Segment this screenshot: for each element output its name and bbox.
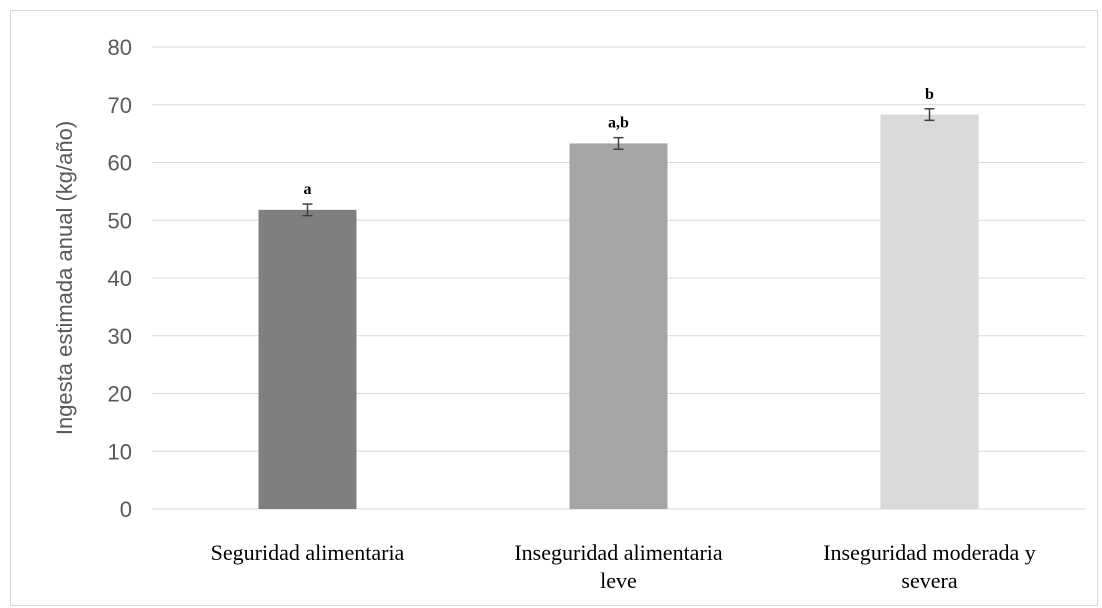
- y-axis-ticks: 0 10 20 30 40 50 60 70 80: [108, 35, 132, 522]
- y-tick-label: 60: [108, 151, 132, 176]
- significance-label: a,b: [608, 115, 629, 132]
- x-tick-label: severa: [901, 568, 957, 593]
- y-tick-label: 30: [108, 324, 132, 349]
- significance-labels: a a,b b: [304, 86, 935, 198]
- x-tick-label: leve: [600, 568, 637, 593]
- x-axis-ticks: Seguridad alimentaria Inseguridad aliment…: [211, 540, 1036, 593]
- x-tick-label: Inseguridad moderada y: [823, 540, 1036, 565]
- x-tick-label: Inseguridad alimentaria: [514, 540, 723, 565]
- bar: [569, 143, 668, 509]
- bar: [258, 209, 357, 510]
- error-bar: [613, 136, 624, 150]
- error-bar: [924, 108, 935, 122]
- x-tick-label: Seguridad alimentaria: [211, 540, 405, 565]
- y-tick-label: 70: [108, 93, 132, 118]
- y-tick-label: 80: [108, 35, 132, 60]
- chart-frame: [10, 10, 1098, 606]
- y-tick-label: 50: [108, 208, 132, 233]
- y-axis-label: Ingesta estimada anual (kg/año): [52, 121, 77, 435]
- y-tick-label: 0: [120, 497, 132, 522]
- y-tick-label: 40: [108, 266, 132, 291]
- significance-label: a: [304, 181, 312, 198]
- bars: [258, 114, 979, 510]
- y-tick-label: 20: [108, 382, 132, 407]
- significance-label: b: [925, 86, 934, 103]
- error-bar: [302, 203, 313, 217]
- y-tick-label: 10: [108, 439, 132, 464]
- error-bars: [302, 108, 935, 217]
- bar: [880, 114, 979, 509]
